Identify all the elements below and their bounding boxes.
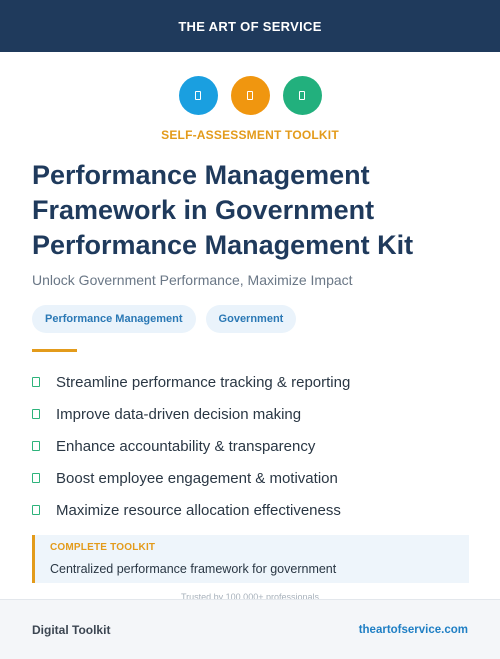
benefit-text: Enhance accountability & transparency bbox=[56, 437, 316, 455]
callout-body: Centralized performance framework for go… bbox=[50, 562, 337, 576]
hero-icons bbox=[0, 76, 500, 115]
subtitle: Unlock Government Performance, Maximize … bbox=[32, 272, 353, 288]
check-icon bbox=[32, 441, 40, 451]
brand-name: THE ART OF SERVICE bbox=[178, 18, 322, 34]
website-link[interactable]: theartofservice.com bbox=[358, 623, 468, 636]
list-item: Streamline performance tracking & report… bbox=[32, 366, 350, 398]
benefit-list: Streamline performance tracking & report… bbox=[32, 366, 350, 526]
list-item: Boost employee engagement & motivation bbox=[32, 462, 350, 494]
trusted-note: Trusted by 100,000+ professionals bbox=[180, 592, 319, 602]
page-title: Performance Management Framework in Gove… bbox=[32, 158, 472, 263]
footer-label: Digital Toolkit bbox=[32, 622, 111, 637]
benefit-text: Maximize resource allocation effectivene… bbox=[56, 501, 341, 519]
kicker-label: SELF-ASSESSMENT TOOLKIT bbox=[161, 128, 339, 142]
list-item: Improve data-driven decision making bbox=[32, 398, 350, 430]
check-icon bbox=[32, 505, 40, 515]
toolkit-callout: COMPLETE TOOLKIT Centralized performance… bbox=[32, 535, 469, 583]
title-line: Performance Management bbox=[32, 160, 370, 190]
list-item: Maximize resource allocation effectivene… bbox=[32, 494, 350, 526]
doc-icon bbox=[195, 91, 201, 100]
check-icon bbox=[32, 473, 40, 483]
top-banner: THE ART OF SERVICE bbox=[0, 0, 500, 52]
doc-icon-orange bbox=[230, 76, 270, 115]
title-line: Performance Management Kit bbox=[32, 230, 414, 260]
list-item: Enhance accountability & transparency bbox=[32, 430, 350, 462]
check-icon bbox=[32, 409, 40, 419]
tag-performance-management[interactable]: Performance Management bbox=[32, 305, 196, 333]
doc-icon bbox=[247, 91, 253, 100]
doc-icon bbox=[299, 91, 305, 100]
check-icon bbox=[32, 377, 40, 387]
footer: Digital Toolkit theartofservice.com bbox=[0, 599, 500, 659]
doc-icon-green bbox=[282, 76, 322, 115]
benefit-text: Streamline performance tracking & report… bbox=[56, 373, 351, 391]
callout-heading: COMPLETE TOOLKIT bbox=[50, 542, 156, 553]
tag-government[interactable]: Government bbox=[205, 305, 297, 333]
title-line: Framework in Government bbox=[32, 195, 375, 225]
accent-divider bbox=[32, 349, 77, 352]
benefit-text: Boost employee engagement & motivation bbox=[56, 469, 338, 487]
doc-icon-blue bbox=[178, 76, 218, 115]
benefit-text: Improve data-driven decision making bbox=[56, 405, 302, 423]
tag-list: Performance Management Government bbox=[32, 305, 297, 333]
